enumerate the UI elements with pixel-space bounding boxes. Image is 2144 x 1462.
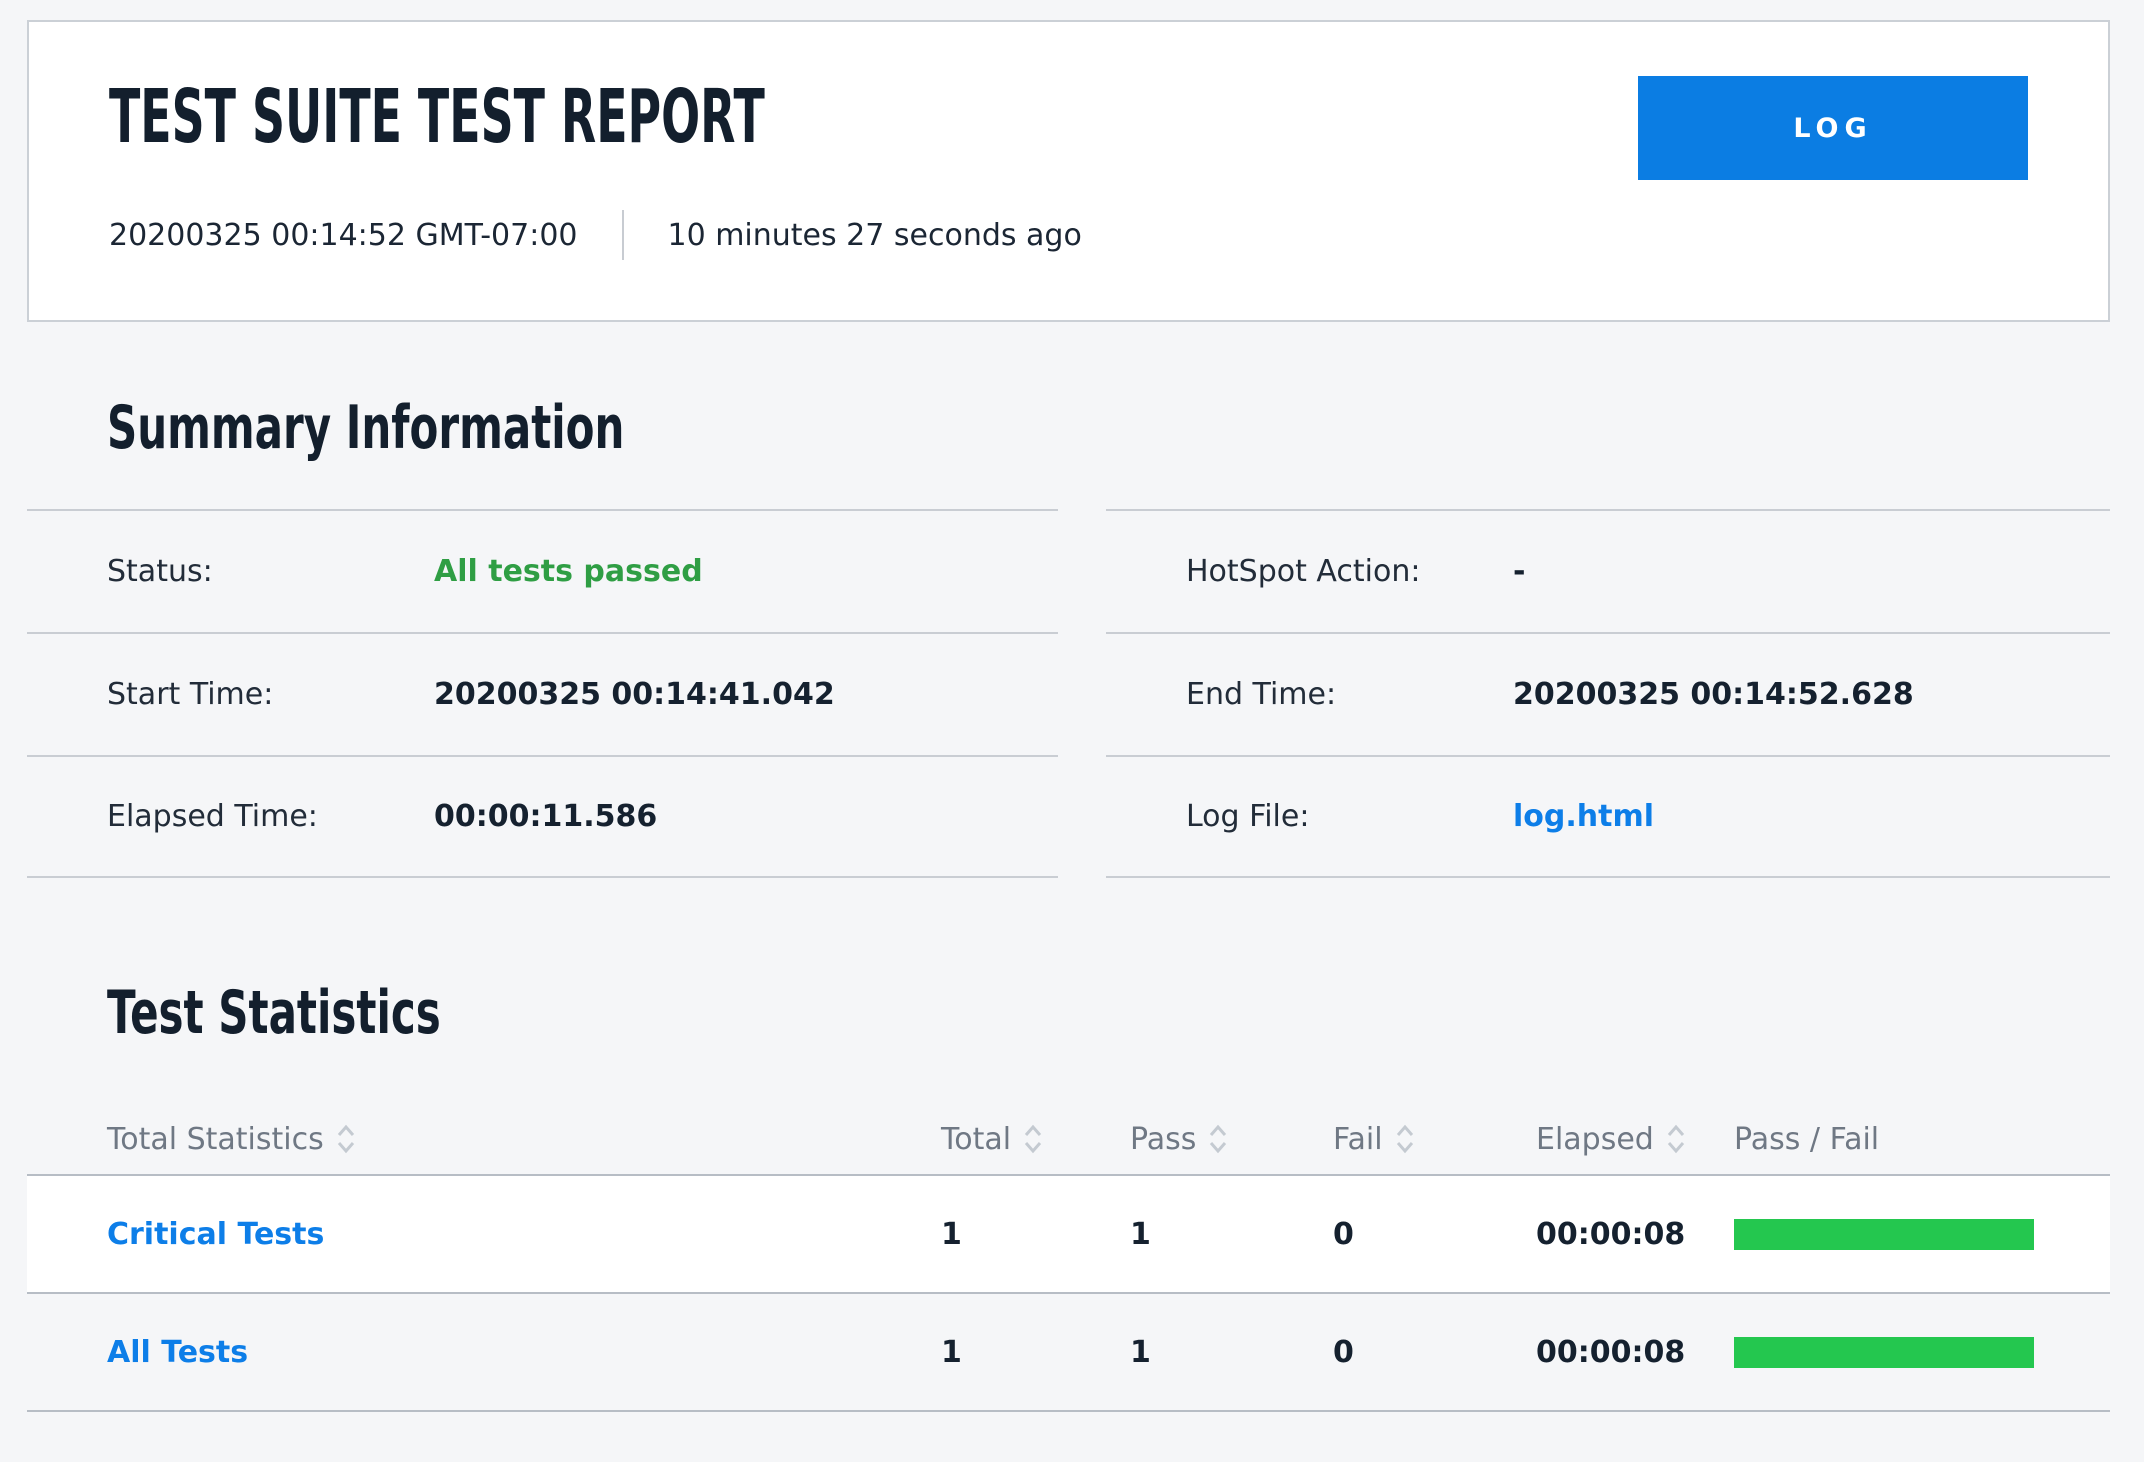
statistics-header-row: Total Statistics Total Pass Fail Elapsed…	[27, 1104, 2110, 1176]
statistics-section-heading: Test Statistics	[107, 978, 441, 1048]
all-tests-link[interactable]: All Tests	[107, 1334, 249, 1370]
pass-fail-bar	[1734, 1336, 2034, 1368]
summary-table-left: Status: All tests passed Start Time: 202…	[27, 509, 1058, 878]
elapsed-time-label: Elapsed Time:	[107, 799, 318, 834]
page-title: TEST SUITE TEST REPORT	[109, 74, 765, 160]
critical-total-value: 1	[941, 1216, 962, 1252]
end-time-value: 20200325 00:14:52.628	[1513, 677, 1914, 712]
report-meta-row: 20200325 00:14:52 GMT-07:00 10 minutes 2…	[109, 200, 1082, 270]
statistics-row-all-tests: All Tests 1 1 0 00:00:08	[27, 1294, 2110, 1412]
sort-icon[interactable]	[1666, 1122, 1686, 1156]
status-value: All tests passed	[434, 554, 703, 589]
sort-icon[interactable]	[1208, 1122, 1228, 1156]
statistics-row-critical-tests: Critical Tests 1 1 0 00:00:08	[27, 1176, 2110, 1294]
all-total-value: 1	[941, 1334, 962, 1370]
column-header-total[interactable]: Total	[941, 1122, 1130, 1157]
status-label: Status:	[107, 554, 213, 589]
generated-timestamp: 20200325 00:14:52 GMT-07:00	[109, 217, 578, 253]
summary-row-hotspot-action: HotSpot Action: -	[1106, 509, 2110, 632]
pass-fail-bar	[1734, 1218, 2034, 1250]
report-header-card: TEST SUITE TEST REPORT LOG 20200325 00:1…	[27, 20, 2110, 322]
log-file-label: Log File:	[1186, 799, 1310, 834]
pass-bar-fill	[1734, 1218, 2034, 1250]
sort-icon[interactable]	[1395, 1122, 1415, 1156]
all-elapsed-value: 00:00:08	[1536, 1334, 1686, 1370]
all-fail-value: 0	[1333, 1334, 1354, 1370]
end-time-label: End Time:	[1186, 677, 1337, 712]
summary-row-status: Status: All tests passed	[27, 509, 1058, 632]
column-header-pass[interactable]: Pass	[1130, 1122, 1333, 1157]
column-header-elapsed[interactable]: Elapsed	[1536, 1122, 1734, 1157]
summary-section-heading: Summary Information	[107, 393, 625, 463]
summary-row-log-file: Log File: log.html	[1106, 755, 2110, 878]
summary-row-end-time: End Time: 20200325 00:14:52.628	[1106, 632, 2110, 755]
vertical-divider	[621, 210, 624, 260]
column-header-fail[interactable]: Fail	[1333, 1122, 1536, 1157]
summary-row-elapsed-time: Elapsed Time: 00:00:11.586	[27, 755, 1058, 878]
hotspot-action-value: -	[1513, 554, 1526, 589]
summary-table-right: HotSpot Action: - End Time: 20200325 00:…	[1106, 509, 2110, 878]
all-pass-value: 1	[1130, 1334, 1151, 1370]
critical-pass-value: 1	[1130, 1216, 1151, 1252]
column-header-total-statistics[interactable]: Total Statistics	[107, 1122, 941, 1157]
critical-elapsed-value: 00:00:08	[1536, 1216, 1686, 1252]
log-button[interactable]: LOG	[1638, 76, 2028, 180]
pass-bar-fill	[1734, 1336, 2034, 1368]
start-time-label: Start Time:	[107, 677, 274, 712]
hotspot-action-label: HotSpot Action:	[1186, 554, 1421, 589]
critical-tests-link[interactable]: Critical Tests	[107, 1216, 325, 1252]
column-header-pass-fail: Pass / Fail	[1734, 1121, 1880, 1157]
summary-row-start-time: Start Time: 20200325 00:14:41.042	[27, 632, 1058, 755]
elapsed-time-value: 00:00:11.586	[434, 799, 658, 834]
log-file-link[interactable]: log.html	[1513, 799, 1655, 834]
critical-fail-value: 0	[1333, 1216, 1354, 1252]
test-statistics-table: Total Statistics Total Pass Fail Elapsed…	[27, 1104, 2110, 1412]
sort-icon[interactable]	[1023, 1122, 1043, 1156]
generated-time-ago: 10 minutes 27 seconds ago	[667, 217, 1082, 253]
sort-icon[interactable]	[336, 1122, 356, 1156]
start-time-value: 20200325 00:14:41.042	[434, 677, 835, 712]
